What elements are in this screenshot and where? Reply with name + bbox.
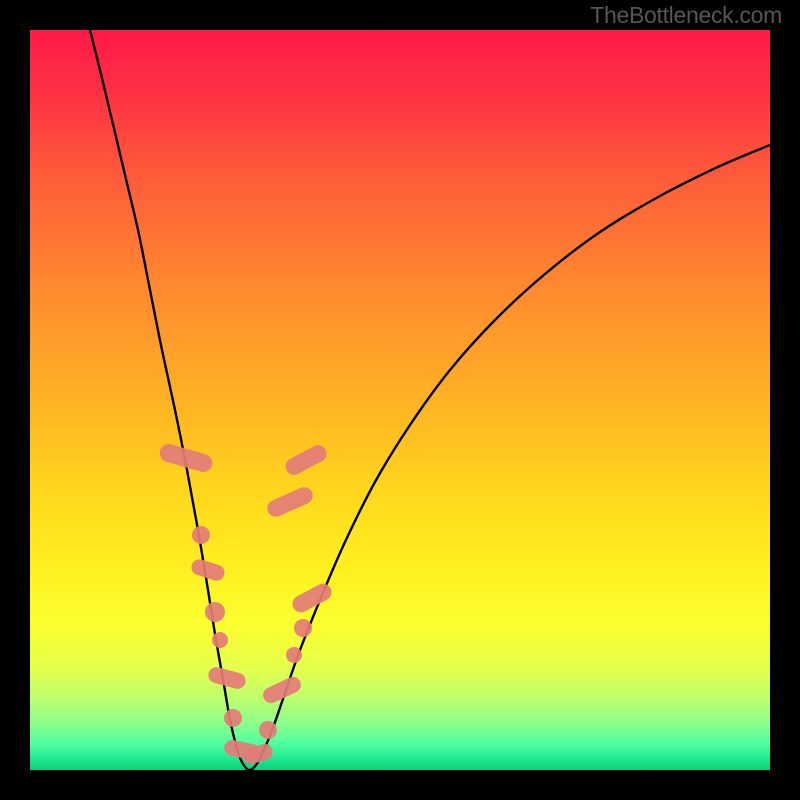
watermark-text: TheBottleneck.com [590, 2, 782, 29]
data-marker [224, 709, 242, 727]
data-marker [286, 647, 302, 663]
chart-plot-area [30, 30, 770, 770]
data-marker [205, 602, 225, 622]
data-marker [192, 526, 210, 544]
data-marker [259, 721, 277, 739]
data-marker [294, 619, 312, 637]
data-marker [212, 632, 228, 648]
gradient-background [30, 30, 770, 770]
chart-svg [30, 30, 770, 770]
